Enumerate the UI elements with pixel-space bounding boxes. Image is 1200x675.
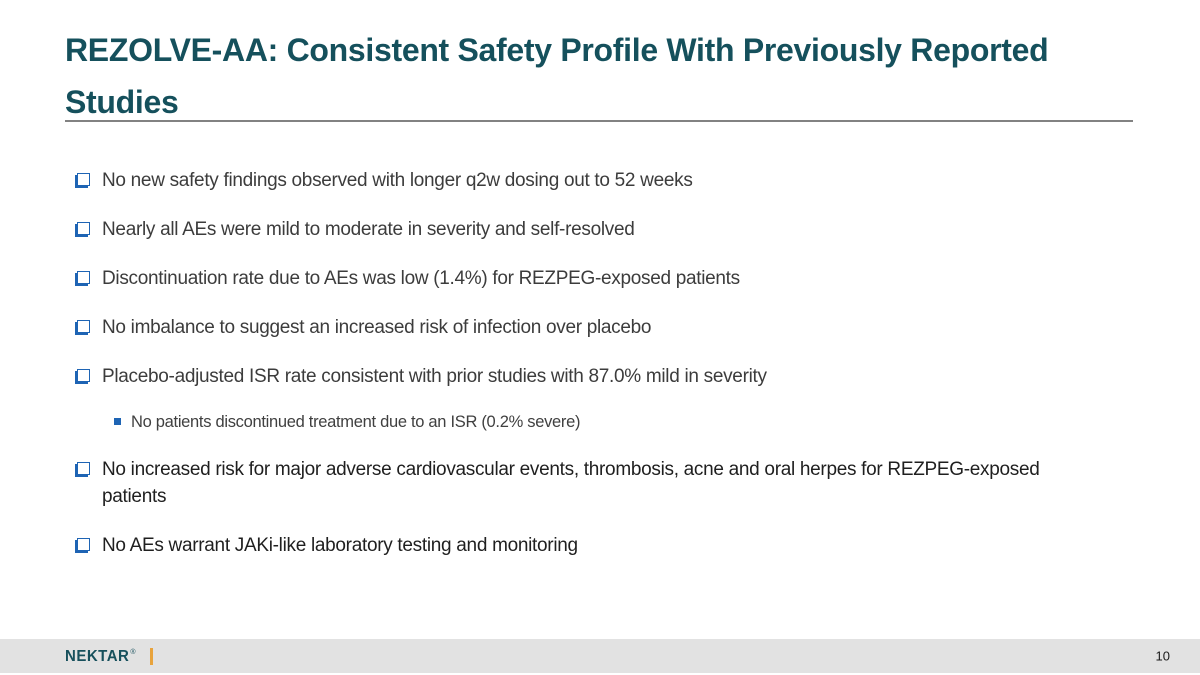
- bullet-item: No imbalance to suggest an increased ris…: [77, 314, 1057, 341]
- bullet-text: Placebo-adjusted ISR rate consistent wit…: [102, 366, 767, 387]
- checkbox-bullet-icon: [77, 320, 90, 333]
- title-divider: [65, 120, 1133, 122]
- sub-bullet-text: No patients discontinued treatment due t…: [131, 413, 581, 431]
- logo-divider-bar: [149, 647, 153, 665]
- bullet-text: No AEs warrant JAKi-like laboratory test…: [102, 535, 578, 556]
- bullet-item: No AEs warrant JAKi-like laboratory test…: [77, 532, 1057, 559]
- nektar-logo: NEKTAR ®: [65, 647, 153, 665]
- checkbox-bullet-icon: [77, 173, 90, 186]
- bullet-text: Discontinuation rate due to AEs was low …: [102, 268, 740, 289]
- bullet-item: Placebo-adjusted ISR rate consistent wit…: [77, 363, 1057, 390]
- slide-title: REZOLVE-AA: Consistent Safety Profile Wi…: [65, 32, 1049, 120]
- footer-bar: NEKTAR ® 10: [0, 639, 1200, 673]
- bullet-text: Nearly all AEs were mild to moderate in …: [102, 219, 635, 240]
- bullet-text: No increased risk for major adverse card…: [102, 459, 1040, 507]
- square-bullet-icon: [114, 418, 121, 425]
- bullet-item: Discontinuation rate due to AEs was low …: [77, 265, 1057, 292]
- checkbox-bullet-icon: [77, 538, 90, 551]
- checkbox-bullet-icon: [77, 462, 90, 475]
- checkbox-bullet-icon: [77, 222, 90, 235]
- checkbox-bullet-icon: [77, 271, 90, 284]
- bullet-text: No new safety findings observed with lon…: [102, 170, 693, 191]
- bullet-item: Nearly all AEs were mild to moderate in …: [77, 216, 1057, 243]
- sub-bullet-item: No patients discontinued treatment due t…: [77, 410, 1057, 434]
- nektar-logo-text: NEKTAR: [65, 647, 130, 665]
- checkbox-bullet-icon: [77, 369, 90, 382]
- bullet-text: No imbalance to suggest an increased ris…: [102, 317, 652, 338]
- registered-trademark-icon: ®: [130, 648, 136, 656]
- bullet-item: No increased risk for major adverse card…: [77, 456, 1057, 510]
- bullet-list: No new safety findings observed with lon…: [77, 167, 1057, 581]
- page-number: 10: [1155, 648, 1170, 664]
- bullet-item: No new safety findings observed with lon…: [77, 167, 1057, 194]
